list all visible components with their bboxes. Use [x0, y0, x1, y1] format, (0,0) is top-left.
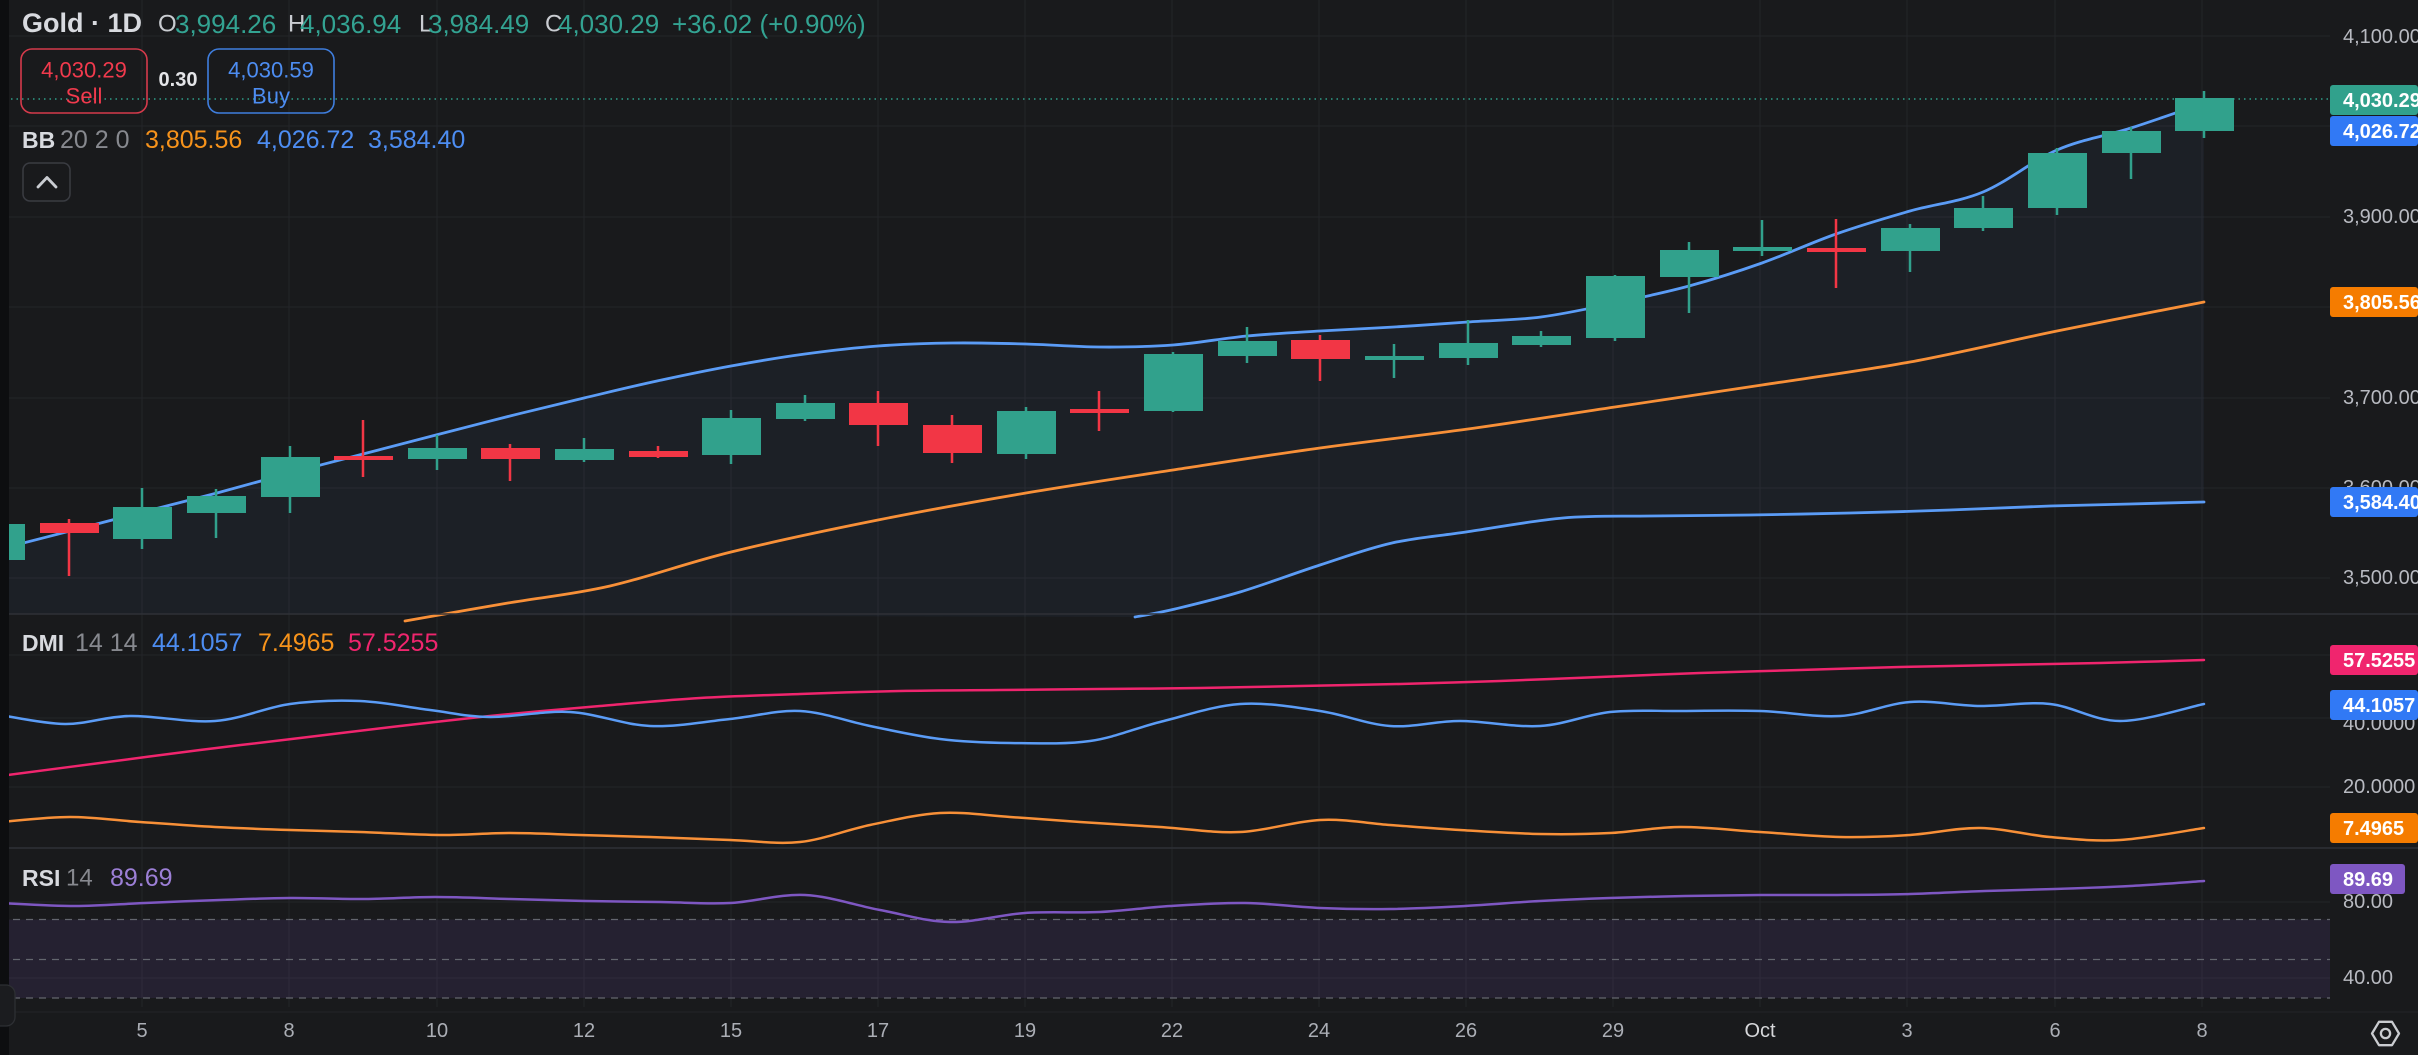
svg-text:DMI: DMI	[22, 630, 64, 656]
svg-text:+36.02 (+0.90%): +36.02 (+0.90%)	[672, 9, 866, 39]
svg-text:3,500.00: 3,500.00	[2343, 567, 2418, 589]
svg-text:3,584.40: 3,584.40	[2343, 492, 2418, 514]
svg-text:24: 24	[1308, 1020, 1330, 1042]
svg-text:Gold · 1D: Gold · 1D	[22, 8, 142, 38]
svg-text:40.00: 40.00	[2343, 967, 2393, 989]
svg-text:29: 29	[1602, 1020, 1624, 1042]
svg-text:3,700.00: 3,700.00	[2343, 387, 2418, 409]
svg-text:3: 3	[1901, 1020, 1912, 1042]
svg-text:20.0000: 20.0000	[2343, 776, 2415, 798]
svg-text:20 2 0: 20 2 0	[60, 126, 130, 154]
svg-text:12: 12	[573, 1020, 595, 1042]
svg-text:O: O	[158, 11, 177, 38]
svg-text:3,984.49: 3,984.49	[428, 9, 529, 39]
svg-text:15: 15	[720, 1020, 742, 1042]
svg-text:5: 5	[136, 1020, 147, 1042]
svg-text:89.69: 89.69	[2343, 869, 2393, 891]
svg-text:26: 26	[1455, 1020, 1477, 1042]
svg-text:4,036.94: 4,036.94	[300, 9, 401, 39]
svg-text:89.69: 89.69	[110, 864, 173, 892]
svg-text:6: 6	[2049, 1020, 2060, 1042]
svg-text:3,994.26: 3,994.26	[175, 9, 276, 39]
svg-text:H: H	[288, 11, 305, 38]
svg-text:4,030.59: 4,030.59	[228, 58, 314, 83]
svg-text:C: C	[545, 11, 562, 38]
svg-text:Oct: Oct	[1744, 1020, 1776, 1042]
svg-text:19: 19	[1014, 1020, 1036, 1042]
svg-text:3,805.56: 3,805.56	[2343, 292, 2418, 314]
svg-text:57.5255: 57.5255	[348, 629, 438, 657]
svg-text:14: 14	[66, 865, 93, 892]
svg-text:3,900.00: 3,900.00	[2343, 206, 2418, 228]
svg-text:10: 10	[426, 1020, 448, 1042]
svg-text:44.1057: 44.1057	[2343, 695, 2415, 717]
svg-text:RSI: RSI	[22, 865, 60, 891]
svg-text:4,026.72: 4,026.72	[257, 126, 354, 154]
svg-text:17: 17	[867, 1020, 889, 1042]
svg-text:4,026.72: 4,026.72	[2343, 121, 2418, 143]
svg-text:4,030.29: 4,030.29	[558, 9, 659, 39]
svg-text:4,030.29: 4,030.29	[2343, 90, 2418, 112]
svg-text:7.4965: 7.4965	[2343, 818, 2404, 840]
svg-text:Buy: Buy	[252, 84, 290, 109]
svg-text:L: L	[419, 11, 432, 38]
svg-text:3,584.40: 3,584.40	[368, 126, 465, 154]
svg-text:BB: BB	[22, 127, 55, 153]
svg-text:14 14: 14 14	[75, 629, 138, 657]
svg-text:Sell: Sell	[66, 84, 103, 109]
svg-text:44.1057: 44.1057	[152, 629, 242, 657]
svg-text:8: 8	[283, 1020, 294, 1042]
svg-text:8: 8	[2196, 1020, 2207, 1042]
svg-text:22: 22	[1161, 1020, 1183, 1042]
svg-text:7.4965: 7.4965	[258, 629, 334, 657]
svg-text:3,805.56: 3,805.56	[145, 126, 242, 154]
svg-text:0.30: 0.30	[159, 69, 198, 91]
svg-text:80.00: 80.00	[2343, 891, 2393, 913]
svg-text:4,100.00: 4,100.00	[2343, 26, 2418, 48]
svg-text:4,030.29: 4,030.29	[41, 58, 127, 83]
svg-text:57.5255: 57.5255	[2343, 650, 2415, 672]
